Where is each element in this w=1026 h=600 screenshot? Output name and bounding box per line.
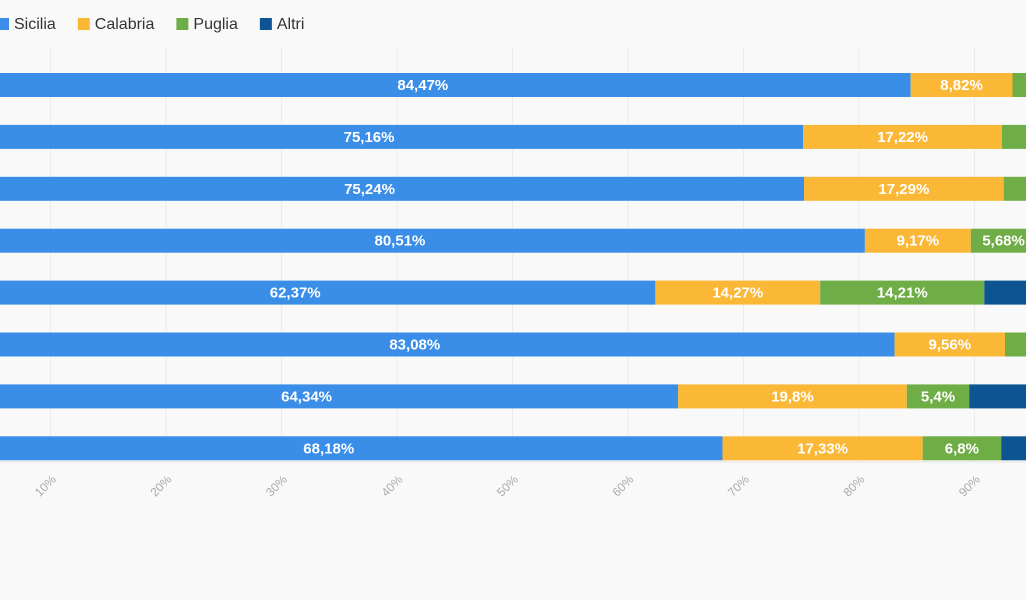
bar-segment bbox=[910, 73, 1013, 97]
bar-segment bbox=[1001, 436, 1026, 461]
legend-label: Sicilia bbox=[14, 16, 56, 33]
bar-segment bbox=[969, 384, 1026, 409]
value-label: 5,68% bbox=[982, 233, 1025, 250]
value-label: 9,56% bbox=[929, 336, 972, 353]
value-label: 6,8% bbox=[945, 440, 979, 457]
value-label: 75,16% bbox=[344, 129, 395, 146]
bar-segment bbox=[0, 384, 679, 409]
value-label: 17,33% bbox=[797, 440, 848, 457]
bar-segment bbox=[0, 124, 804, 149]
x-tick-label: 80% bbox=[840, 472, 867, 499]
x-tick-label: 90% bbox=[956, 472, 983, 499]
value-label: 75,24% bbox=[344, 181, 395, 198]
bar-segment bbox=[984, 280, 1026, 305]
x-tick-label: 40% bbox=[378, 472, 405, 499]
bar-segment bbox=[1001, 124, 1026, 149]
bar-segment bbox=[906, 384, 970, 409]
bar-segment bbox=[678, 384, 907, 409]
legend-swatch bbox=[176, 18, 189, 30]
value-label: 83,08% bbox=[389, 336, 440, 353]
value-label: 68,18% bbox=[303, 440, 354, 457]
value-label: 14,21% bbox=[877, 285, 928, 302]
x-tick-label: 30% bbox=[263, 472, 290, 499]
bar-segment bbox=[1012, 73, 1026, 97]
value-label: 62,37% bbox=[270, 285, 321, 302]
bar-segment bbox=[655, 280, 821, 305]
legend-swatch bbox=[77, 18, 90, 30]
x-tick-label: 60% bbox=[609, 472, 636, 499]
bar-segment bbox=[922, 436, 1002, 461]
x-tick-label: 70% bbox=[725, 472, 752, 499]
bar-segment bbox=[970, 228, 1026, 253]
value-label: 80,51% bbox=[375, 233, 426, 250]
bar-segment bbox=[0, 436, 723, 461]
x-tick-label: 50% bbox=[494, 472, 521, 499]
bar-segment bbox=[0, 73, 911, 97]
bar-segment bbox=[804, 176, 1004, 201]
bar-segment bbox=[803, 124, 1002, 149]
bar-segment bbox=[864, 228, 971, 253]
value-label: 9,17% bbox=[897, 233, 940, 250]
bar-segment bbox=[0, 280, 656, 305]
value-label: 14,27% bbox=[712, 285, 763, 302]
bar-segment bbox=[1004, 332, 1026, 357]
value-label: 5,4% bbox=[921, 388, 955, 405]
legend-label: Altri bbox=[277, 16, 305, 33]
value-label: 84,47% bbox=[397, 77, 448, 94]
legend-swatch bbox=[259, 18, 272, 30]
bar-segment bbox=[894, 332, 1005, 357]
value-label: 64,34% bbox=[281, 388, 332, 405]
bar-segment bbox=[0, 332, 895, 357]
value-label: 8,82% bbox=[940, 77, 983, 94]
legend-swatch bbox=[0, 18, 9, 30]
legend-label: Puglia bbox=[193, 16, 238, 33]
bar-segment bbox=[820, 280, 985, 305]
bar-segment bbox=[0, 228, 865, 253]
bar-segment bbox=[1003, 176, 1026, 201]
legend-label: Calabria bbox=[95, 16, 155, 33]
value-label: 17,22% bbox=[877, 129, 928, 146]
value-label: 19,8% bbox=[771, 388, 814, 405]
bar-segment bbox=[0, 176, 805, 201]
x-tick-label: 10% bbox=[32, 472, 59, 499]
x-tick-label: 20% bbox=[147, 472, 174, 499]
value-label: 17,29% bbox=[878, 181, 929, 198]
bar-segment bbox=[722, 436, 923, 461]
